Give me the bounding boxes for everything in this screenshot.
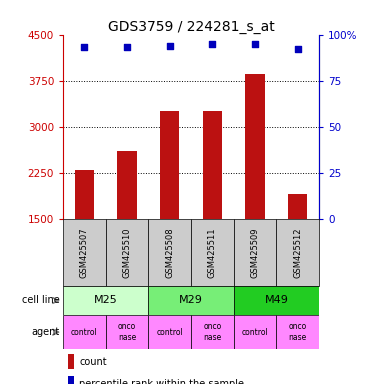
Bar — [106, 315, 148, 349]
Text: control: control — [242, 328, 269, 337]
Text: GSM425512: GSM425512 — [293, 227, 302, 278]
Title: GDS3759 / 224281_s_at: GDS3759 / 224281_s_at — [108, 20, 275, 33]
Text: GSM425508: GSM425508 — [165, 227, 174, 278]
Bar — [246, 74, 265, 219]
Bar — [68, 354, 74, 369]
Text: control: control — [71, 328, 98, 337]
Bar — [75, 170, 94, 219]
Bar — [203, 111, 222, 219]
Point — [82, 45, 88, 51]
Text: M29: M29 — [179, 295, 203, 306]
Text: percentile rank within the sample: percentile rank within the sample — [79, 379, 244, 384]
Bar — [160, 111, 179, 219]
Point — [167, 43, 173, 49]
Text: GSM425511: GSM425511 — [208, 227, 217, 278]
Bar — [63, 286, 148, 315]
FancyBboxPatch shape — [276, 219, 319, 286]
Bar — [148, 286, 234, 315]
FancyBboxPatch shape — [63, 219, 106, 286]
Text: M49: M49 — [265, 295, 288, 306]
Point — [124, 45, 130, 51]
Bar — [276, 315, 319, 349]
Bar — [63, 315, 106, 349]
Text: M25: M25 — [94, 295, 118, 306]
Bar — [148, 315, 191, 349]
Text: onco
nase: onco nase — [203, 323, 221, 342]
FancyBboxPatch shape — [191, 219, 234, 286]
Text: onco
nase: onco nase — [118, 323, 136, 342]
Bar — [288, 194, 307, 219]
Point — [210, 41, 216, 47]
Text: agent: agent — [31, 327, 59, 337]
Bar — [68, 376, 74, 384]
Bar — [191, 315, 234, 349]
Point — [252, 41, 258, 47]
Point — [295, 46, 301, 52]
FancyBboxPatch shape — [234, 219, 276, 286]
Bar — [234, 315, 276, 349]
Text: cell line: cell line — [22, 295, 59, 306]
FancyBboxPatch shape — [106, 219, 148, 286]
Bar — [234, 286, 319, 315]
Text: control: control — [156, 328, 183, 337]
Text: GSM425509: GSM425509 — [250, 227, 260, 278]
Bar — [118, 151, 137, 219]
FancyBboxPatch shape — [148, 219, 191, 286]
Text: count: count — [79, 357, 107, 367]
Text: onco
nase: onco nase — [289, 323, 307, 342]
Text: GSM425507: GSM425507 — [80, 227, 89, 278]
Text: GSM425510: GSM425510 — [122, 227, 132, 278]
